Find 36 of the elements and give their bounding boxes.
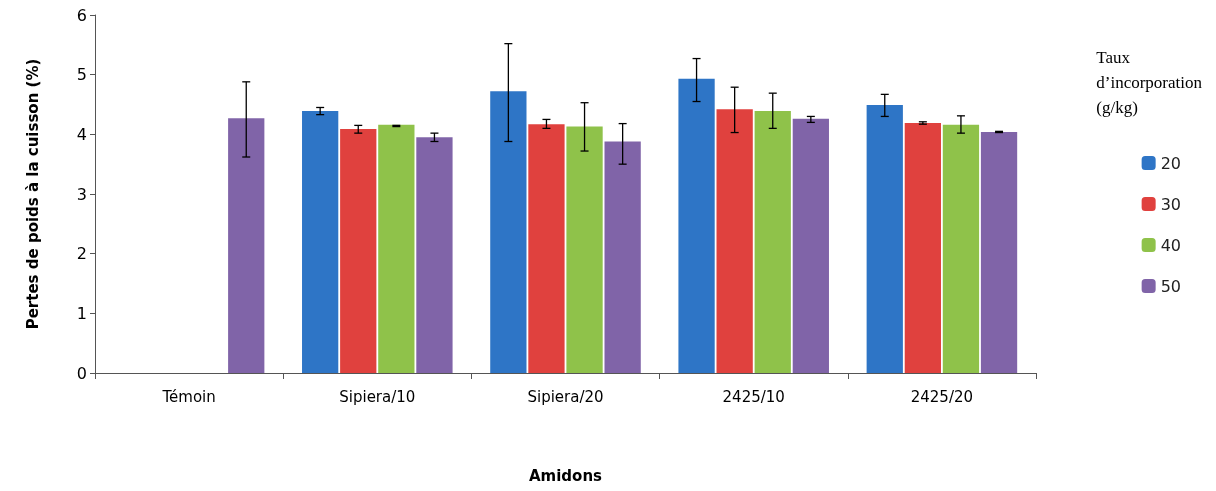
y-axis-title: Pertes de poids à la cuisson (%): [23, 58, 42, 330]
y-tick-label: 1: [76, 303, 87, 323]
bar: [942, 124, 980, 373]
bar: [228, 118, 265, 373]
bar: [302, 111, 339, 373]
legend-title: Taux d’incorporation (g/kg): [1096, 48, 1203, 117]
legend-label: 40: [1160, 235, 1181, 255]
x-tick-label: 2425/20: [910, 387, 974, 406]
x-tick-label: 2425/10: [722, 387, 785, 406]
bar: [604, 141, 641, 373]
x-tick-label: Sipiera/20: [527, 387, 604, 406]
bar: [416, 137, 453, 373]
bar: [904, 123, 941, 373]
bar: [716, 109, 753, 373]
bar: [754, 111, 791, 373]
legend-label: 30: [1160, 194, 1181, 214]
bar: [566, 126, 603, 373]
y-tick-label: 4: [76, 124, 87, 144]
legend-label: 50: [1160, 276, 1181, 296]
bar: [528, 124, 565, 373]
x-tick-label: Sipiera/10: [339, 387, 416, 406]
y-tick-label: 5: [76, 65, 87, 85]
y-tick-label: 3: [76, 184, 87, 204]
bar: [792, 118, 829, 373]
legend-label: 20: [1160, 153, 1181, 173]
bar: [490, 91, 527, 373]
x-tick-label: Témoin: [161, 387, 216, 406]
bar: [340, 128, 377, 373]
y-tick-label: 0: [76, 363, 87, 383]
x-axis-title: Amidons: [528, 466, 603, 485]
bar: [378, 124, 415, 373]
bar: [678, 78, 715, 373]
y-tick-label: 6: [76, 5, 87, 25]
bar: [866, 105, 903, 373]
bar: [980, 131, 1018, 373]
y-tick-label: 2: [76, 244, 87, 264]
